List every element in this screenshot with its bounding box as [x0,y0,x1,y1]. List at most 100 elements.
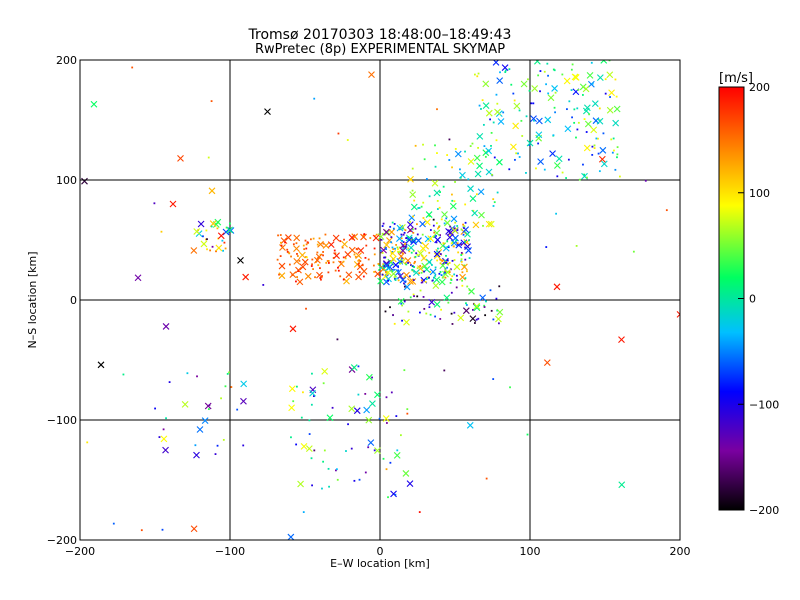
data-point-dot [296,255,299,257]
data-point-dot [598,119,601,121]
data-point-dot [290,255,292,258]
y-tick-label: 200 [56,54,77,67]
data-point-dot [311,484,313,487]
data-point-dot [447,263,449,265]
data-point-dot [457,251,460,254]
data-point-dot [391,270,394,273]
data-point-cross [317,240,324,248]
chart-title: Tromsø 20170303 18:48:00–18:49:43 [248,27,512,43]
data-point-dot [86,441,89,444]
data-point-dot [373,235,376,237]
data-point-dot [394,493,397,496]
data-point-dot [391,251,394,253]
data-point-dot [555,212,557,215]
data-point-dot [459,176,462,179]
data-point-cross [455,241,463,249]
data-point-dot [419,289,422,292]
data-point-dot [403,300,406,303]
data-point-dot [445,261,447,264]
data-point-dot [295,443,298,446]
data-point-dot [319,277,322,279]
data-point-dot [436,208,439,210]
data-point-dot [461,279,464,282]
data-point-dot [311,372,313,375]
data-point-dot [465,302,467,305]
data-point-dot [468,257,471,259]
data-point-dot [396,277,399,280]
data-point-dot [575,245,578,247]
data-point-dot [495,297,498,300]
data-point-dot [400,260,403,263]
data-point-dot [466,270,468,273]
data-point-dot [310,403,313,406]
data-point-dot [429,229,432,231]
data-point-dot [312,237,315,240]
data-point-dot [362,234,365,236]
data-point-cross [383,241,391,249]
data-point-dot [443,369,446,372]
data-point-cross [208,187,216,195]
data-point-dot [400,302,403,305]
data-point-dot [334,269,337,272]
chart-subtitle: RwPretec (8p) EXPERIMENTAL SKYMAP [255,42,505,57]
data-point-dot [302,511,305,513]
data-point-dot [367,446,370,449]
data-point-cross [433,252,441,260]
data-point-cross [240,380,248,388]
data-point-cross [442,270,449,278]
data-point-dot [440,308,442,311]
data-point-dot [402,241,405,243]
data-point-cross [134,274,142,282]
data-point-cross [412,269,420,276]
data-point-cross [433,229,441,237]
data-point-dot [590,61,593,64]
data-point-cross [242,273,250,281]
data-point-dot [332,261,335,264]
data-point-dot [439,318,442,320]
data-point-dot [593,147,596,150]
data-point-cross [533,60,541,65]
data-point-dot [322,382,325,385]
data-point-dot [481,99,484,102]
data-point-dot [375,233,378,236]
data-point-dot [422,143,424,146]
data-point-cross [204,402,212,410]
data-point-dot [466,285,469,288]
data-point-dot [504,69,507,72]
data-point-cross [365,416,373,424]
data-point-dot [236,408,239,411]
data-point-cross [355,273,362,281]
data-point-dot [393,322,396,325]
data-point-cross [476,162,483,170]
data-point-cross [289,325,297,333]
data-point-cross [404,257,412,264]
data-point-cross [443,219,451,227]
data-point-cross [469,195,477,202]
data-point-dot [413,295,415,298]
data-point-dot [509,386,511,389]
data-point-dot [216,227,219,230]
colorbar-tick-label: 200 [749,81,770,94]
data-point-dot [209,249,212,252]
data-point-cross [451,227,459,234]
data-point-dot [394,247,396,250]
data-point-dot [576,107,579,110]
data-point-dot [405,237,408,240]
data-point-dot [439,253,442,255]
y-axis: −200 −100 0 100 200 [47,54,680,547]
data-point-dot [455,286,458,289]
data-point-dot [438,272,441,275]
data-point-dot [495,139,498,142]
data-point-dot [334,252,337,255]
data-point-dot [437,227,439,230]
data-point-dot [390,236,393,239]
data-point-cross [462,307,470,315]
data-point-dot [465,304,468,306]
data-point-dot [453,259,456,261]
data-point-dot [439,191,441,193]
data-point-cross [599,146,607,154]
data-point-cross [471,209,479,217]
data-point-dot [447,246,450,249]
data-point-dot [364,256,367,259]
